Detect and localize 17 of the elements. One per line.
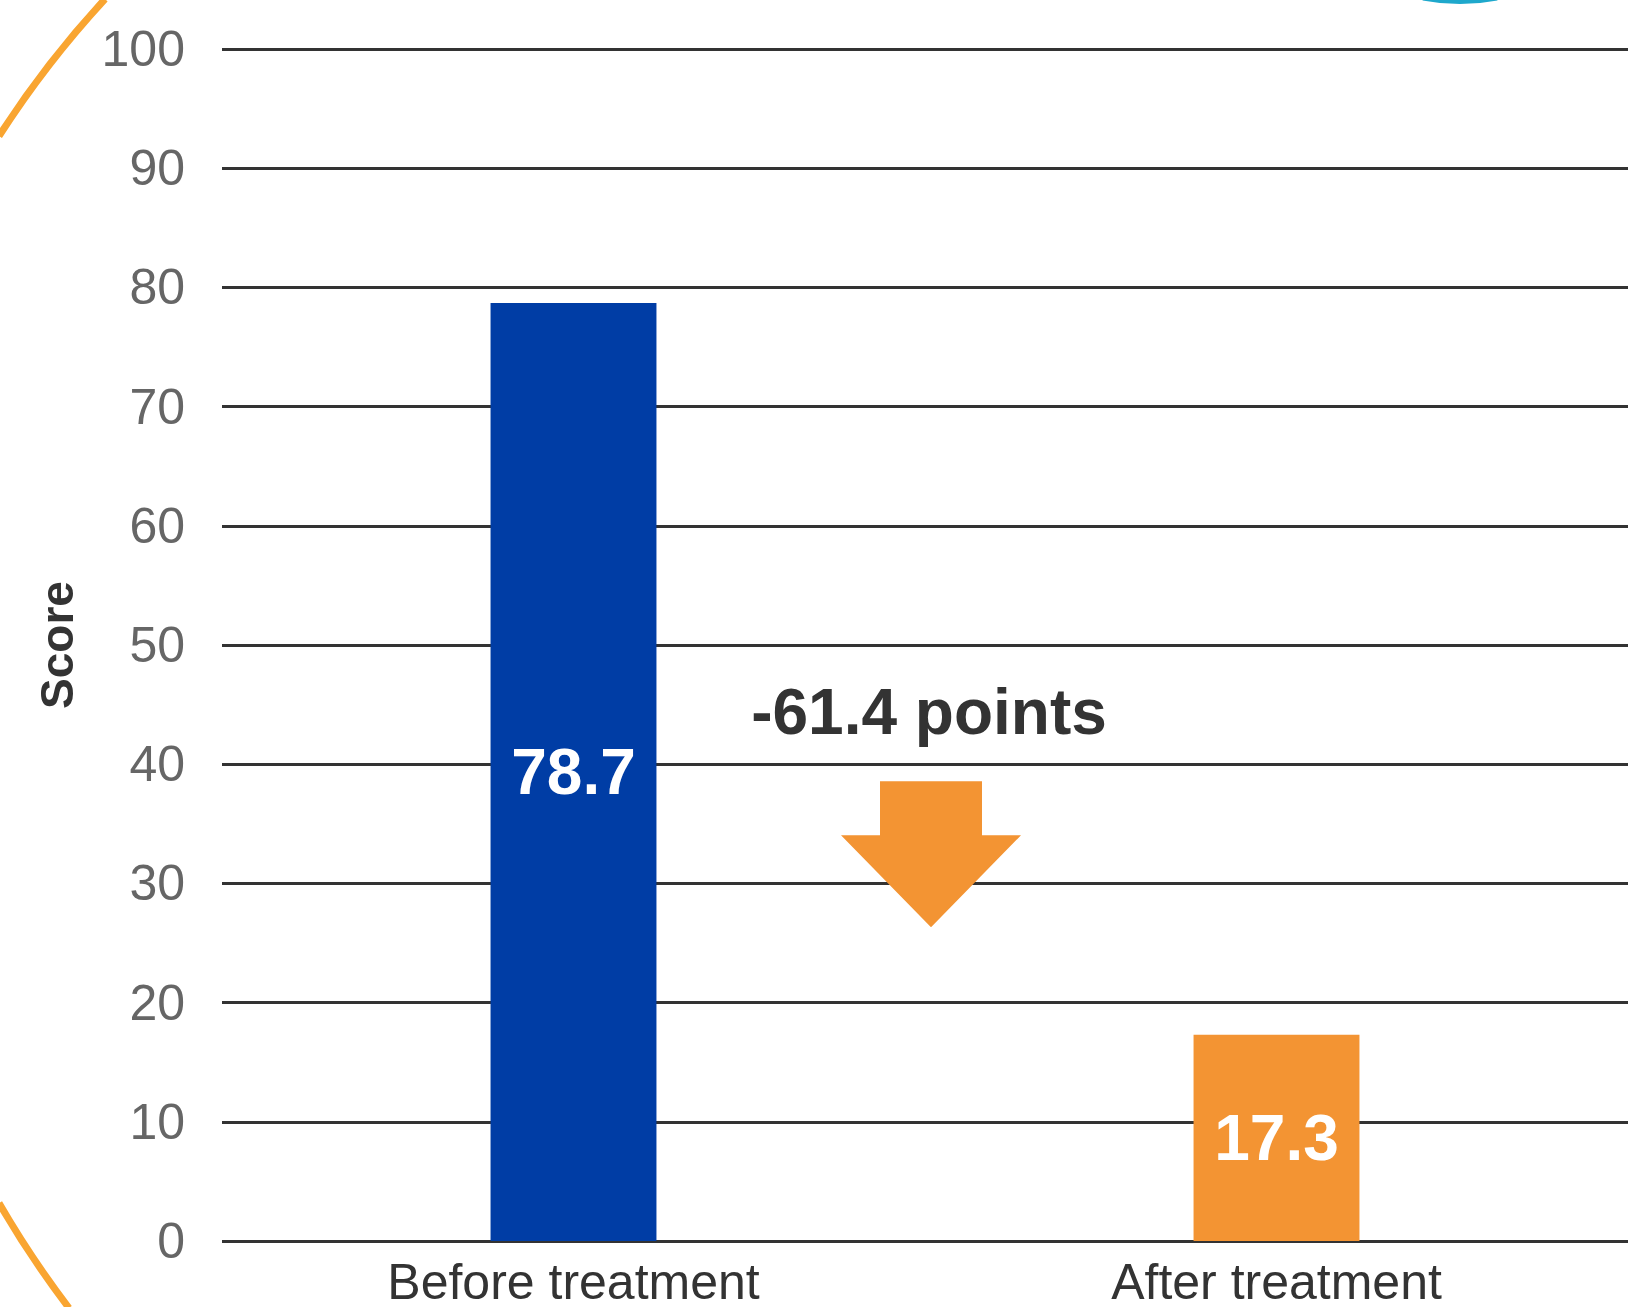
y-tick-label: 60 [129,497,185,554]
y-tick-label: 70 [129,378,185,435]
y-tick-label: 90 [129,140,185,197]
x-tick-label: Before treatment [387,1254,760,1307]
y-tick-label: 100 [101,21,185,77]
data-label: 17.3 [1214,1101,1339,1174]
y-tick-label: 0 [157,1213,185,1269]
data-label: 78.7 [511,735,636,808]
y-axis-title: Score [31,581,83,709]
annotation: -61.4 points [751,676,1107,749]
y-tick-label: 10 [129,1093,185,1150]
y-tick-label: 50 [129,617,185,673]
y-tick-label: 80 [129,259,185,316]
y-tick-label: 30 [129,855,185,912]
y-tick-label: 40 [129,736,185,793]
y-tick-label: 20 [129,974,185,1031]
x-tick-label: After treatment [1111,1254,1442,1307]
